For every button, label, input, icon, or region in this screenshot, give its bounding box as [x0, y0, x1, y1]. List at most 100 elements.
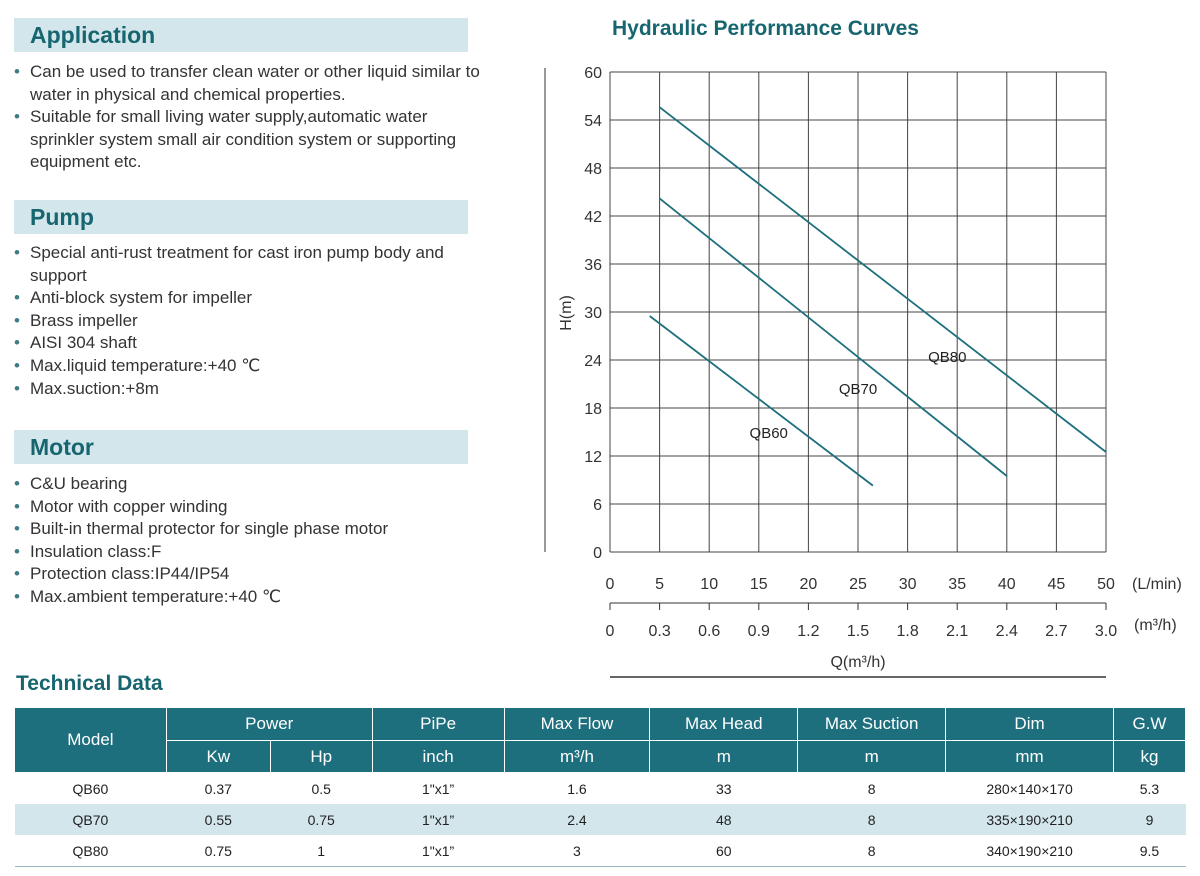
x-tick-label-lmin: 20: [800, 576, 818, 593]
header-max-suction: Max Suction: [797, 707, 947, 741]
unit-max-flow: m³/h: [503, 740, 651, 773]
table-cell: 340×190×210: [945, 835, 1114, 867]
unit-hp: Hp: [269, 740, 373, 773]
list-item: Special anti-rust treatment for cast iro…: [14, 242, 484, 287]
list-item: Anti-block system for impeller: [14, 287, 484, 310]
y-axis-label: H(m): [558, 295, 575, 331]
table-cell: 335×190×210: [945, 804, 1114, 835]
y-tick-label: 18: [584, 401, 602, 418]
list-item: Max.suction:+8m: [14, 378, 484, 401]
table-row: QB60 0.37 0.5 1"x1” 1.6 33 8 280×140×170…: [15, 773, 1186, 805]
unit-max-suction: m: [797, 740, 947, 773]
x-tick-label-m3h: 1.8: [896, 623, 918, 640]
table-cell: 48: [649, 804, 798, 835]
chart-title: Hydraulic Performance Curves: [612, 17, 919, 40]
x-tick-label-m3h: 2.4: [996, 623, 1018, 640]
application-title: Application: [30, 22, 156, 48]
header-gw: G.W: [1112, 707, 1187, 741]
motor-title: Motor: [30, 434, 94, 460]
y-tick-label: 0: [593, 545, 602, 562]
table-cell: 1"x1”: [372, 835, 505, 867]
list-item: Can be used to transfer clean water or o…: [14, 61, 484, 106]
technical-data-title: Technical Data: [16, 672, 163, 695]
x-tick-label-lmin: 40: [998, 576, 1016, 593]
table-cell: 8: [867, 780, 876, 797]
x-axis-label: Q(m³/h): [830, 654, 885, 671]
table-cell: 1"x1”: [421, 780, 455, 797]
x-tick-label-lmin: 30: [899, 576, 917, 593]
table-cell: 1: [270, 835, 373, 867]
x-tick-label-m3h: 3.0: [1095, 623, 1117, 640]
y-tick-label: 48: [584, 161, 602, 178]
list-item: Insulation class:F: [14, 541, 484, 564]
table-row: QB70 0.55 0.75 1"x1” 2.4 48 8 335×190×21…: [14, 804, 1186, 835]
x-tick-label-lmin: 25: [849, 576, 867, 593]
unit-dim: mm: [945, 740, 1114, 773]
x-tick-label-m3h: 2.1: [946, 623, 968, 640]
y-tick-label: 54: [584, 113, 602, 130]
technical-data-table: Model Power PiPe Max Flow Max Head Max S…: [14, 707, 1187, 867]
unit-gw: kg: [1112, 740, 1187, 773]
pump-list: Special anti-rust treatment for cast iro…: [14, 242, 484, 400]
pump-header: Pump: [14, 200, 468, 234]
table-cell: 60: [649, 835, 798, 867]
series-label-qb60: QB60: [750, 425, 788, 442]
header-model: Model: [14, 707, 167, 773]
table-cell: 5.3: [1139, 780, 1160, 797]
table-cell: QB70: [14, 804, 167, 835]
list-item: Max.ambient temperature:+40 ℃: [14, 586, 484, 609]
x-tick-label-lmin: 15: [750, 576, 768, 593]
x-unit-m3h: (m³/h): [1134, 617, 1177, 634]
series-line-qb80: [659, 106, 1107, 453]
unit-kw: Kw: [165, 740, 271, 773]
header-max-flow: Max Flow: [503, 707, 651, 741]
series-line-qb70: [659, 197, 1008, 477]
x-tick-label-m3h: 0: [606, 623, 615, 640]
header-pipe: PiPe: [371, 707, 505, 741]
table-cell: 9: [1113, 804, 1186, 835]
table-cell: 0.37: [204, 780, 232, 797]
application-list: Can be used to transfer clean water or o…: [14, 61, 484, 174]
header-max-head: Max Head: [649, 707, 799, 741]
x-tick-label-lmin: 35: [948, 576, 966, 593]
series-label-qb70: QB70: [839, 381, 877, 398]
x-tick-label-lmin: 50: [1097, 576, 1115, 593]
table-cell: 280×140×170: [986, 780, 1073, 797]
table-cell: 8: [797, 804, 946, 835]
table-cell: QB60: [72, 780, 109, 797]
table-row: QB80 0.75 1 1"x1” 3 60 8 340×190×210 9.5: [14, 835, 1186, 867]
motor-list: C&U bearing Motor with copper winding Bu…: [14, 473, 484, 609]
list-item: Brass impeller: [14, 310, 484, 333]
table-cell: 0.5: [311, 780, 331, 797]
unit-pipe: inch: [371, 740, 505, 773]
x-unit-lmin: (L/min): [1132, 576, 1182, 593]
y-tick-label: 60: [584, 65, 602, 82]
table-cell: 3: [504, 835, 650, 867]
list-item: C&U bearing: [14, 473, 484, 496]
table-cell: 0.55: [166, 804, 271, 835]
table-cell: QB80: [14, 835, 167, 867]
list-item: Built-in thermal protector for single ph…: [14, 518, 484, 541]
application-header: Application: [14, 18, 468, 52]
table-cell: 0.75: [270, 804, 373, 835]
x-tick-label-m3h: 1.5: [847, 623, 869, 640]
table-cell: 1.6: [567, 780, 587, 797]
header-dim: Dim: [945, 707, 1114, 741]
series-line-qb60: [649, 315, 874, 487]
pump-title: Pump: [30, 204, 94, 230]
x-tick-label-lmin: 45: [1048, 576, 1066, 593]
x-tick-label-lmin: 10: [700, 576, 718, 593]
header-power: Power: [165, 707, 373, 741]
x-tick-label-m3h: 0.3: [648, 623, 670, 640]
y-tick-label: 36: [584, 257, 602, 274]
table-cell: 33: [716, 780, 732, 797]
y-tick-label: 30: [584, 305, 602, 322]
y-tick-label: 24: [584, 353, 602, 370]
unit-max-head: m: [649, 740, 799, 773]
x-tick-label-m3h: 1.2: [797, 623, 819, 640]
list-item: AISI 304 shaft: [14, 332, 484, 355]
x-tick-label-m3h: 2.7: [1045, 623, 1067, 640]
performance-chart: 0 6 12 18 24 30 36 42 48 54 60 H(m) 0 5 10 15 20 25 30 35 40…: [544, 65, 1182, 678]
x-tick-label-m3h: 0.6: [698, 623, 720, 640]
x-tick-label-lmin: 0: [606, 576, 615, 593]
